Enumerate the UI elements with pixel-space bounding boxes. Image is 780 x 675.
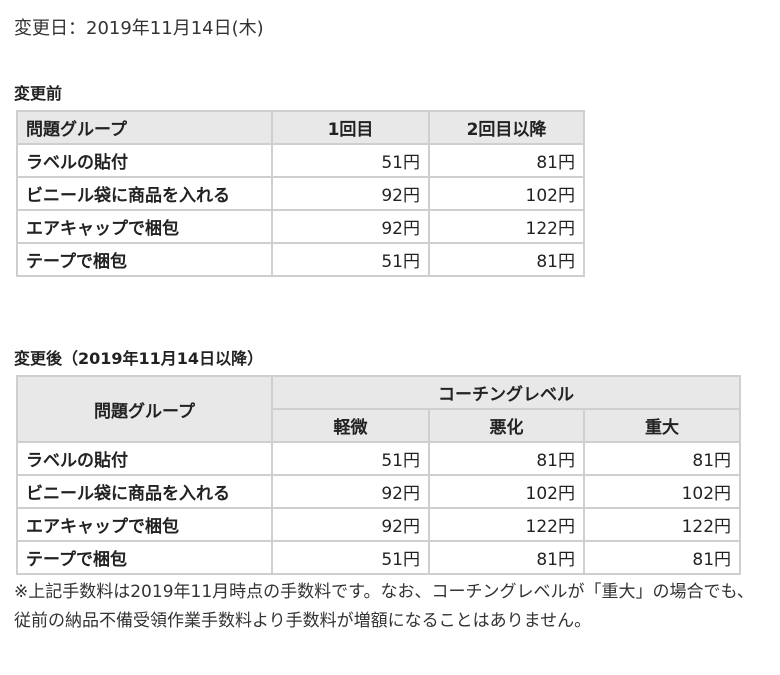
fee-cell: 51円: [271, 143, 430, 178]
fee-cell: 81円: [428, 441, 585, 476]
fee-cell: 122円: [428, 209, 585, 244]
fee-cell: 92円: [271, 474, 430, 509]
fee-cell: 81円: [582, 540, 742, 575]
column-header-second-time-onward: 2回目以降: [428, 110, 585, 145]
fee-cell: 81円: [428, 540, 585, 575]
table-row: エアキャップで梱包 92円 122円 122円: [16, 507, 742, 542]
table-row: ラベルの貼付 51円 81円 81円: [16, 441, 742, 476]
fee-table-before: 問題グループ 1回目 2回目以降 ラベルの貼付 51円 81円 ビニール袋に商品…: [16, 110, 585, 277]
fee-cell: 122円: [582, 507, 742, 542]
table-row: テープで梱包 51円 81円: [16, 242, 585, 277]
column-header-severe: 重大: [582, 408, 742, 443]
change-date: 変更日：2019年11月14日(木): [14, 18, 264, 39]
problem-group-cell: エアキャップで梱包: [16, 209, 273, 244]
fee-cell: 102円: [428, 176, 585, 211]
column-header-minor: 軽微: [271, 408, 430, 443]
problem-group-cell: ビニール袋に商品を入れる: [16, 474, 273, 509]
fee-cell: 102円: [428, 474, 585, 509]
fee-cell: 92円: [271, 507, 430, 542]
problem-group-cell: エアキャップで梱包: [16, 507, 273, 542]
section-title-before: 変更前: [14, 84, 63, 103]
column-header-problem-group: 問題グループ: [16, 110, 273, 145]
problem-group-cell: ラベルの貼付: [16, 441, 273, 476]
problem-group-cell: ラベルの貼付: [16, 143, 273, 178]
table-header-row: 軽微 悪化 重大: [17, 408, 742, 443]
table-row: ビニール袋に商品を入れる 92円 102円 102円: [16, 474, 742, 509]
fee-cell: 51円: [271, 441, 430, 476]
fee-cell: 51円: [271, 242, 430, 277]
table-row: テープで梱包 51円 81円 81円: [16, 540, 742, 575]
column-header-first-time: 1回目: [271, 110, 430, 145]
problem-group-cell: テープで梱包: [16, 242, 273, 277]
column-header-coaching-level: コーチングレベル: [270, 375, 742, 410]
fee-cell: 102円: [582, 474, 742, 509]
table-header-row: 問題グループ コーチングレベル: [16, 375, 742, 443]
table-header-row: 問題グループ 1回目 2回目以降: [16, 110, 585, 145]
section-title-after: 変更後（2019年11月14日以降）: [14, 349, 264, 368]
table-row: エアキャップで梱包 92円 122円: [16, 209, 585, 244]
table-row: ラベルの貼付 51円 81円: [16, 143, 585, 178]
problem-group-cell: ビニール袋に商品を入れる: [16, 176, 273, 211]
fee-cell: 122円: [428, 507, 585, 542]
table-row: ビニール袋に商品を入れる 92円 102円: [16, 176, 585, 211]
problem-group-cell: テープで梱包: [16, 540, 273, 575]
footnote: ※上記手数料は2019年11月時点の手数料です。なお、コーチングレベルが「重大」…: [14, 582, 754, 631]
fee-cell: 51円: [271, 540, 430, 575]
column-header-worse: 悪化: [428, 408, 585, 443]
fee-table-after: 問題グループ コーチングレベル 軽微 悪化 重大 ラベルの貼付 51円 81円 …: [16, 375, 742, 575]
fee-cell: 81円: [428, 242, 585, 277]
column-header-problem-group: 問題グループ: [16, 375, 273, 443]
fee-cell: 92円: [271, 209, 430, 244]
fee-cell: 81円: [428, 143, 585, 178]
fee-cell: 92円: [271, 176, 430, 211]
fee-cell: 81円: [582, 441, 742, 476]
